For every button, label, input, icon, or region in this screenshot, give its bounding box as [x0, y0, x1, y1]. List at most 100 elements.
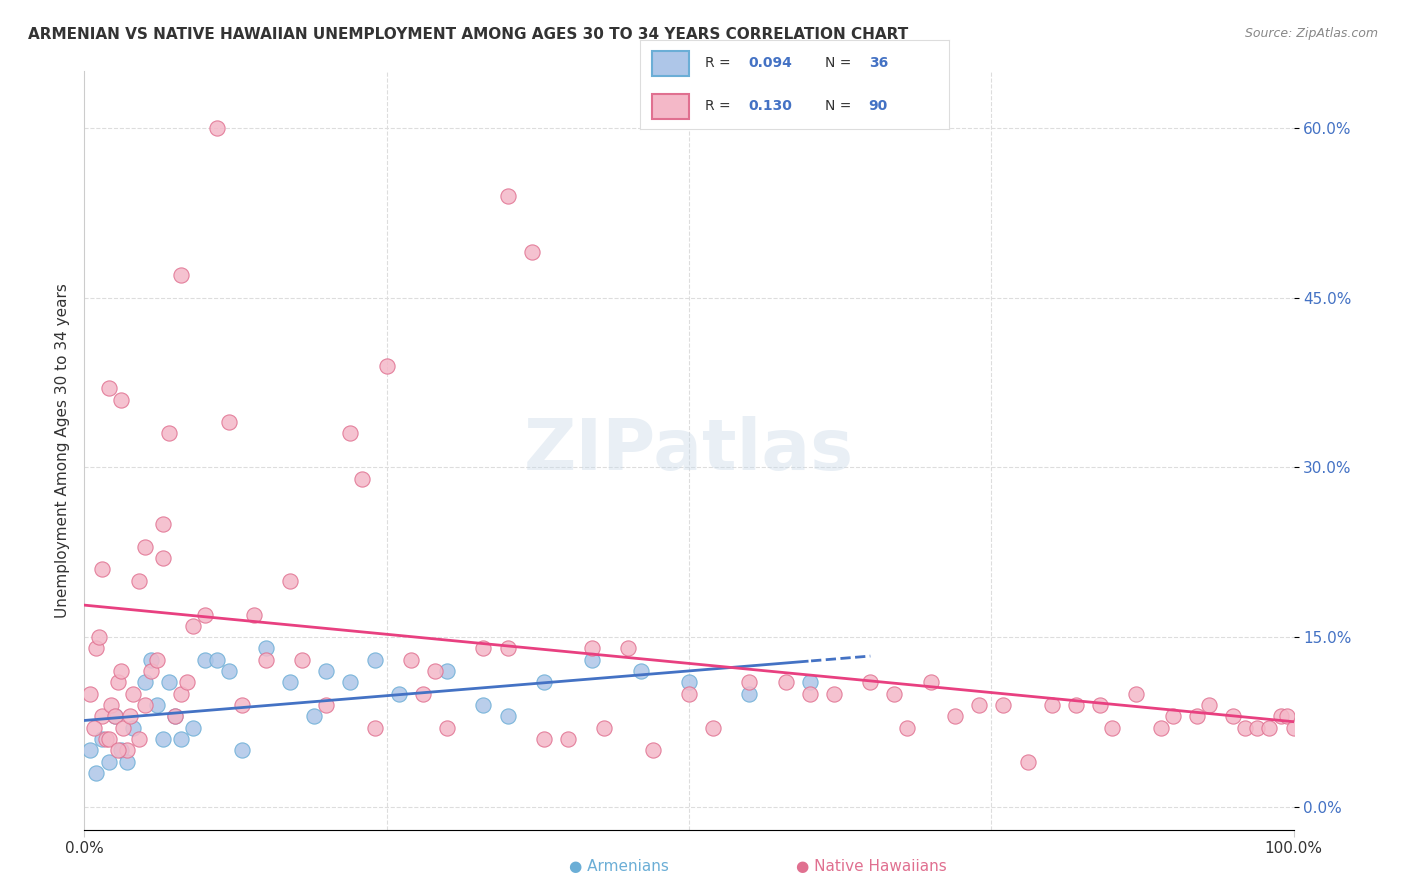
Point	[194, 607, 217, 622]
Point	[641, 743, 664, 757]
Point	[738, 687, 761, 701]
Point	[617, 641, 640, 656]
Point	[1234, 721, 1257, 735]
Point	[139, 664, 162, 678]
Point	[593, 721, 616, 735]
Text: Source: ZipAtlas.com: Source: ZipAtlas.com	[1244, 27, 1378, 40]
Point	[91, 732, 114, 747]
Point	[1040, 698, 1063, 712]
Point	[121, 721, 143, 735]
Point	[115, 743, 138, 757]
Point	[436, 664, 458, 678]
Point	[83, 721, 105, 735]
Point	[110, 392, 132, 407]
Point	[120, 709, 142, 723]
Point	[702, 721, 724, 735]
Point	[496, 641, 519, 656]
Point	[194, 653, 217, 667]
Point	[1101, 721, 1123, 735]
Point	[157, 426, 180, 441]
Point	[231, 698, 253, 712]
Point	[110, 743, 132, 757]
Text: ● Native Hawaiians: ● Native Hawaiians	[796, 859, 948, 874]
Point	[883, 687, 905, 701]
Point	[152, 516, 174, 531]
Point	[254, 653, 277, 667]
Point	[436, 721, 458, 735]
Point	[363, 653, 385, 667]
Point	[581, 641, 603, 656]
Point	[412, 687, 434, 701]
Point	[1198, 698, 1220, 712]
Text: R =: R =	[704, 99, 735, 113]
Point	[170, 732, 193, 747]
Point	[799, 675, 821, 690]
Point	[134, 698, 156, 712]
Point	[1282, 721, 1305, 735]
Point	[678, 675, 700, 690]
Point	[315, 698, 337, 712]
Point	[157, 675, 180, 690]
Point	[79, 687, 101, 701]
Point	[87, 630, 110, 644]
Point	[146, 698, 169, 712]
Point	[207, 120, 229, 135]
Point	[278, 574, 301, 588]
Point	[86, 641, 108, 656]
Point	[104, 709, 127, 723]
Point	[176, 675, 198, 690]
Point	[152, 551, 174, 566]
Point	[128, 574, 150, 588]
Text: 90: 90	[869, 99, 887, 113]
Point	[520, 245, 543, 260]
Point	[1258, 721, 1281, 735]
Point	[291, 653, 314, 667]
Point	[152, 732, 174, 747]
Point	[1149, 721, 1171, 735]
Point	[1064, 698, 1087, 712]
Point	[134, 675, 156, 690]
Text: ARMENIAN VS NATIVE HAWAIIAN UNEMPLOYMENT AMONG AGES 30 TO 34 YEARS CORRELATION C: ARMENIAN VS NATIVE HAWAIIAN UNEMPLOYMENT…	[28, 27, 908, 42]
Point	[181, 721, 204, 735]
Point	[91, 709, 114, 723]
Point	[943, 709, 966, 723]
Point	[859, 675, 882, 690]
Point	[496, 189, 519, 203]
Point	[121, 687, 143, 701]
Point	[375, 359, 398, 373]
Point	[533, 675, 555, 690]
Point	[315, 664, 337, 678]
Point	[79, 743, 101, 757]
Point	[1017, 755, 1039, 769]
Point	[94, 732, 117, 747]
Point	[896, 721, 918, 735]
FancyBboxPatch shape	[652, 51, 689, 76]
Point	[134, 540, 156, 554]
Point	[231, 743, 253, 757]
Point	[472, 641, 495, 656]
Point	[496, 709, 519, 723]
Point	[146, 653, 169, 667]
Point	[472, 698, 495, 712]
Point	[399, 653, 422, 667]
Point	[97, 755, 120, 769]
Point	[1246, 721, 1268, 735]
Point	[100, 698, 122, 712]
Point	[302, 709, 325, 723]
Point	[242, 607, 264, 622]
Text: ● Armenians: ● Armenians	[568, 859, 669, 874]
Y-axis label: Unemployment Among Ages 30 to 34 years: Unemployment Among Ages 30 to 34 years	[55, 283, 70, 618]
Point	[1088, 698, 1111, 712]
Point	[557, 732, 579, 747]
Point	[533, 732, 555, 747]
Point	[112, 721, 135, 735]
Point	[181, 619, 204, 633]
Point	[388, 687, 411, 701]
Point	[165, 709, 187, 723]
Point	[254, 641, 277, 656]
Point	[1222, 709, 1244, 723]
Point	[107, 675, 129, 690]
Point	[967, 698, 990, 712]
Point	[278, 675, 301, 690]
Point	[339, 426, 361, 441]
